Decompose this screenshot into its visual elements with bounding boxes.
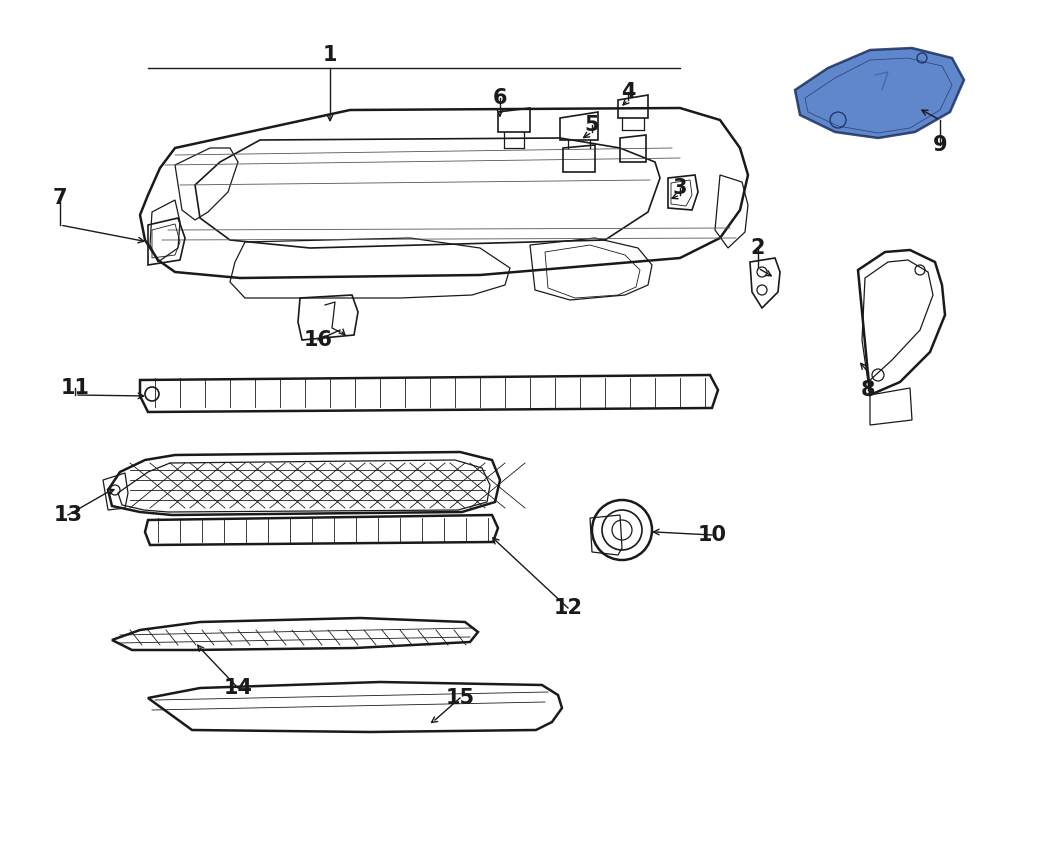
Text: 4: 4 <box>620 82 635 102</box>
Text: 1: 1 <box>322 45 337 65</box>
Text: 9: 9 <box>932 135 947 155</box>
Text: 13: 13 <box>54 505 82 525</box>
Text: 14: 14 <box>223 678 253 698</box>
Text: 11: 11 <box>60 378 90 398</box>
Text: 15: 15 <box>445 688 475 708</box>
Text: 7: 7 <box>53 188 68 208</box>
Polygon shape <box>795 48 964 138</box>
Text: 12: 12 <box>554 598 582 618</box>
Text: 5: 5 <box>585 115 599 135</box>
Text: 16: 16 <box>303 330 333 350</box>
Text: 6: 6 <box>493 88 507 108</box>
Text: 2: 2 <box>750 238 765 258</box>
Text: 3: 3 <box>672 178 687 198</box>
Text: 10: 10 <box>698 525 726 545</box>
Text: 8: 8 <box>860 380 875 400</box>
